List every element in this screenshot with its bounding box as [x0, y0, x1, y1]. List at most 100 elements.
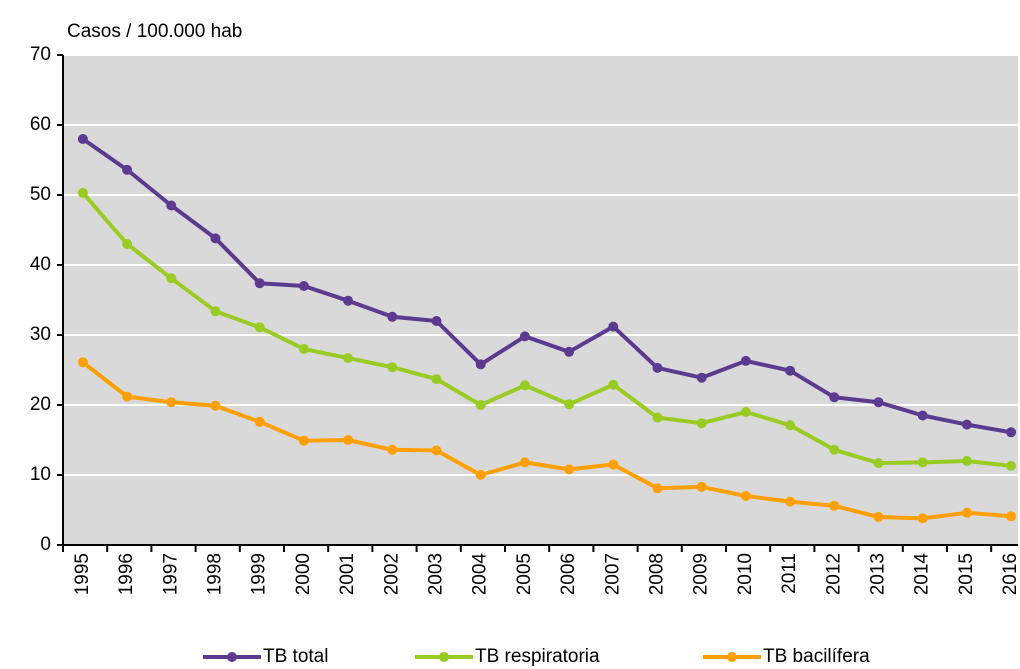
legend-marker [727, 652, 737, 662]
point [652, 412, 663, 423]
point [475, 359, 486, 370]
point [740, 355, 751, 366]
x-tick-label: 2014 [912, 553, 933, 596]
series-line [81, 360, 1012, 521]
point [431, 445, 442, 456]
x-tick-label: 2013 [868, 553, 889, 595]
point [298, 435, 309, 446]
point [387, 311, 398, 322]
point [254, 322, 265, 333]
point [387, 444, 398, 455]
point [564, 464, 575, 475]
point [652, 483, 663, 494]
point [917, 513, 928, 524]
y-tick-label: 0 [40, 534, 51, 555]
point [475, 470, 486, 480]
point [343, 295, 354, 306]
point [608, 459, 619, 470]
point [917, 410, 928, 421]
point [387, 362, 398, 373]
legend-label: TB total [263, 646, 328, 667]
y-tick-label: 50 [30, 184, 51, 205]
x-tick-label: 2012 [823, 553, 844, 595]
point [343, 353, 354, 364]
x-tick-label: 2015 [956, 553, 977, 595]
point [298, 281, 309, 291]
x-tick-label: 2004 [470, 553, 491, 596]
y-tick-label: 10 [30, 464, 51, 485]
point [519, 457, 530, 468]
y-axis-label: Casos / 100.000 hab [67, 21, 242, 42]
point [873, 458, 884, 469]
x-tick-label: 2011 [779, 553, 800, 594]
point [122, 164, 133, 175]
point [696, 372, 707, 383]
point [343, 435, 354, 445]
point [696, 418, 707, 429]
point [873, 397, 884, 408]
y-tick-label: 20 [30, 394, 51, 415]
point [608, 379, 619, 390]
x-tick-label: 2016 [1000, 553, 1020, 595]
x-tick-label: 2008 [647, 553, 668, 595]
legend-marker [227, 652, 237, 662]
point [166, 397, 177, 408]
point [785, 365, 796, 376]
point [1006, 460, 1017, 471]
point [166, 273, 177, 284]
point [608, 321, 619, 332]
x-tick-label: 1999 [249, 553, 270, 595]
point [696, 481, 707, 492]
x-tick-label: 2001 [337, 553, 358, 595]
point [166, 200, 177, 211]
x-tick-label: 2006 [558, 553, 579, 595]
point [961, 419, 972, 430]
x-tick-label: 2000 [293, 553, 314, 595]
series-line [81, 137, 1012, 435]
x-tick-label: 2007 [602, 553, 623, 595]
x-tick-label: 2005 [514, 553, 535, 595]
point [77, 357, 88, 368]
x-tick-label: 1996 [116, 553, 137, 595]
y-tick-label: 70 [30, 44, 51, 65]
point [254, 278, 265, 289]
point [77, 134, 88, 144]
point [961, 456, 972, 466]
y-tick-label: 60 [30, 114, 51, 135]
point [122, 391, 133, 402]
point [298, 344, 309, 354]
x-tick-label: 1997 [160, 553, 181, 595]
series-line [81, 191, 1012, 468]
plot-area [63, 55, 1018, 545]
legend-marker [439, 652, 449, 662]
x-tick-label: 2009 [691, 553, 712, 595]
point [917, 457, 928, 468]
point [785, 420, 796, 431]
point [77, 187, 88, 198]
point [564, 399, 575, 410]
point [564, 346, 575, 357]
point [122, 239, 133, 249]
x-tick-label: 1995 [72, 553, 93, 595]
point [829, 444, 840, 455]
point [210, 233, 221, 244]
x-tick-label: 2010 [735, 553, 756, 595]
point [873, 512, 884, 522]
point [829, 392, 840, 403]
y-tick-label: 40 [30, 254, 51, 275]
point [254, 416, 265, 427]
point [1006, 511, 1017, 522]
point [519, 380, 530, 391]
point [961, 507, 972, 518]
point [740, 407, 751, 417]
point [431, 316, 442, 326]
point [1006, 427, 1017, 438]
legend-label: TB respiratoria [475, 646, 600, 667]
y-tick-label: 30 [30, 324, 51, 345]
legend-label: TB bacilífera [763, 646, 870, 667]
x-tick-label: 1998 [205, 553, 226, 595]
point [210, 306, 221, 317]
point [475, 400, 486, 410]
point [519, 331, 530, 342]
